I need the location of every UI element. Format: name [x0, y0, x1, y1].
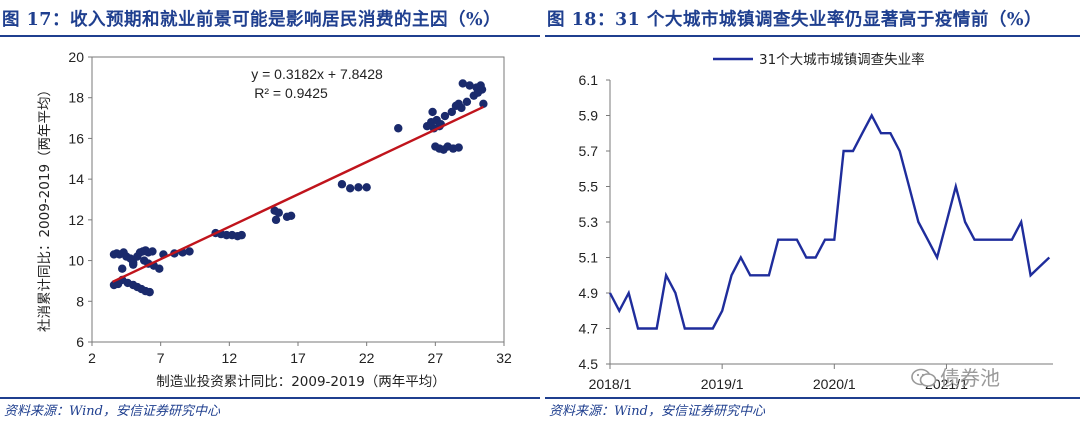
scatter-point — [457, 103, 466, 113]
scatter-point — [129, 260, 138, 269]
right-chart-title: 图 18：31 个大城市城镇调查失业率仍显著高于疫情前（%） — [547, 10, 1043, 30]
scatter-point — [354, 183, 363, 192]
scatter-point — [237, 230, 246, 240]
scatter-point — [476, 81, 485, 90]
scatter-point — [465, 81, 474, 90]
left-title-rule — [0, 35, 540, 37]
x-tick-label: 27 — [428, 350, 444, 366]
scatter-point — [458, 79, 467, 88]
x-tick-label: 2 — [88, 350, 96, 366]
r-squared-label: R² = 0.9425 — [254, 85, 328, 101]
scatter-point — [155, 264, 164, 273]
scatter-point — [394, 124, 403, 133]
scatter-point — [440, 111, 450, 121]
x-tick-label: 17 — [290, 350, 306, 366]
x-tick-label: 2020/1 — [813, 376, 856, 392]
y-axis-title: 社消累计同比：2009-2019（两年平均） — [37, 83, 53, 332]
wechat-logo-icon — [911, 368, 937, 387]
x-tick-label: 32 — [496, 350, 512, 366]
y-tick-label: 14 — [68, 171, 84, 187]
line-chart: 4.5 4.7 4.9 5.1 5.3 5.5 5.7 5.9 6.1 2018/1 2019/1 2… — [579, 51, 1053, 392]
series-line-unemployment — [608, 112, 1051, 330]
y-tick-label: 12 — [68, 212, 84, 228]
scatter-point — [345, 184, 355, 193]
legend-label: 31个大城市城镇调查失业率 — [759, 51, 925, 68]
right-source-note: 资料来源：Wind，安信证券研究中心 — [549, 404, 765, 419]
x-tick-label: 12 — [222, 350, 238, 366]
y-tick-label: 4.5 — [579, 356, 599, 372]
scatter-point — [118, 264, 127, 273]
right-title-rule — [545, 35, 1080, 37]
y-tick-label: 16 — [68, 130, 84, 146]
y-tick-label: 8 — [76, 293, 84, 309]
scatter-point — [362, 183, 371, 192]
watermark-text: 债券池 — [940, 366, 1000, 390]
y-tick-label: 5.3 — [579, 214, 599, 230]
left-source-note: 资料来源：Wind，安信证券研究中心 — [4, 404, 220, 419]
y-tick-label: 5.7 — [579, 143, 599, 159]
x-tick-label: 2018/1 — [589, 376, 632, 392]
x-tick-label: 7 — [157, 350, 165, 366]
x-axis-title: 制造业投资累计同比：2009-2019（两年平均） — [156, 374, 446, 390]
scatter-chart: 2 7 12 17 22 27 3268101214161820制造业投资累计同比：2009… — [37, 49, 512, 390]
regression-equation: y = 0.3182x + 7.8428 — [251, 66, 383, 82]
scatter-point — [479, 99, 488, 109]
scatter-point — [286, 211, 296, 220]
scatter-point — [145, 287, 154, 297]
x-tick-label: 2019/1 — [701, 376, 744, 392]
y-tick-label: 5.9 — [579, 108, 599, 124]
scatter-point — [185, 247, 194, 256]
scatter-point — [462, 97, 472, 106]
y-tick-label: 4.7 — [579, 321, 599, 337]
y-tick-label: 18 — [68, 90, 84, 106]
trend-line — [112, 105, 484, 283]
left-source-rule — [0, 397, 540, 399]
y-tick-label: 5.5 — [579, 179, 599, 195]
scatter-point — [148, 247, 157, 256]
scatter-point — [428, 107, 437, 117]
right-chart-panel: 图 18：31 个大城市城镇调查失业率仍显著高于疫情前（%） 4.5 4.7 4.9… — [545, 0, 1080, 431]
y-tick-label: 6.1 — [579, 72, 599, 88]
watermark: 债券池 — [911, 362, 1000, 391]
right-source-rule — [545, 397, 1080, 399]
x-tick-label: 22 — [359, 350, 375, 366]
y-tick-label: 5.1 — [579, 250, 599, 266]
y-tick-label: 10 — [68, 253, 84, 269]
scatter-point — [447, 107, 457, 117]
scatter-point — [271, 215, 281, 225]
y-tick-label: 20 — [68, 49, 84, 65]
scatter-point — [454, 143, 463, 152]
y-tick-label: 4.9 — [579, 285, 599, 301]
left-chart-panel: 图 17：收入预期和就业前景可能是影响居民消费的主因（%） 2 7 12 17 22 27… — [0, 10, 540, 419]
left-chart-title: 图 17：收入预期和就业前景可能是影响居民消费的主因（%） — [2, 10, 502, 30]
scatter-point — [337, 180, 347, 189]
scatter-point — [274, 208, 283, 217]
y-tick-label: 6 — [76, 334, 84, 350]
